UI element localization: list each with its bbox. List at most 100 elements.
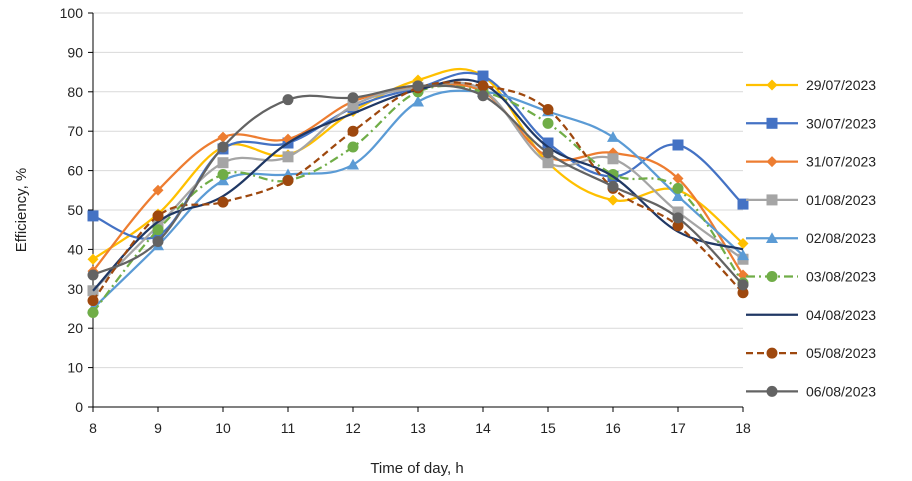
series-line — [92, 84, 744, 314]
data-point — [87, 295, 99, 307]
data-point — [737, 237, 749, 249]
data-point — [542, 157, 554, 169]
data-point — [152, 230, 164, 242]
y-tick-label: 60 — [67, 163, 83, 179]
data-point — [347, 125, 359, 137]
x-tick-label: 15 — [540, 420, 556, 436]
data-point — [347, 92, 359, 104]
legend-label: 30/07/2023 — [806, 115, 876, 131]
data-point — [542, 137, 554, 149]
data-point — [607, 194, 619, 206]
data-point — [672, 220, 684, 232]
legend-item: 30/07/2023 — [746, 115, 876, 131]
x-tick-label: 8 — [89, 420, 97, 436]
data-point — [282, 174, 294, 186]
data-point — [87, 269, 99, 281]
legend-marker — [766, 79, 778, 91]
data-point — [607, 180, 619, 192]
data-point — [477, 90, 489, 102]
data-point — [672, 139, 684, 151]
legend-marker — [766, 194, 778, 206]
legend-label: 01/08/2023 — [806, 192, 876, 208]
legend-label: 04/08/2023 — [806, 307, 876, 323]
legend-marker — [766, 347, 778, 359]
legend-item: 03/08/2023 — [746, 269, 876, 285]
legend-label: 05/08/2023 — [806, 345, 876, 361]
data-point — [217, 169, 229, 181]
legend-label: 29/07/2023 — [806, 77, 876, 93]
data-point — [152, 210, 164, 222]
y-tick-label: 30 — [67, 281, 83, 297]
data-point — [152, 224, 164, 236]
series-line — [92, 83, 744, 276]
y-tick-label: 100 — [60, 5, 84, 21]
legend-item: 31/07/2023 — [746, 154, 876, 170]
legend-marker — [766, 232, 778, 243]
x-tick-label: 13 — [410, 420, 426, 436]
x-tick-label: 10 — [215, 420, 231, 436]
data-point — [282, 94, 294, 106]
legend-marker — [766, 271, 778, 282]
legend-marker — [766, 117, 778, 129]
gridlines — [88, 12, 743, 408]
x-tick-labels: 8 9 10 11 12 13 14 15 16 17 18 — [89, 407, 751, 436]
data-point — [282, 151, 294, 163]
legend-label: 31/07/2023 — [806, 154, 876, 170]
data-point — [347, 158, 359, 170]
data-point — [477, 70, 489, 82]
data-point — [672, 212, 684, 224]
legend-marker — [766, 156, 778, 168]
data-point — [412, 80, 424, 92]
series-4 — [87, 81, 749, 297]
series-8 — [87, 80, 749, 307]
data-point — [542, 104, 554, 116]
x-tick-label: 11 — [281, 420, 296, 436]
legend-item: 01/08/2023 — [746, 192, 876, 208]
data-point — [152, 236, 164, 248]
series-line — [92, 81, 744, 292]
x-tick-label: 17 — [670, 420, 686, 436]
series-line — [92, 78, 744, 292]
data-point — [217, 157, 229, 169]
legend-item: 29/07/2023 — [746, 77, 876, 93]
y-tick-label: 0 — [75, 399, 83, 415]
legend-label: 02/08/2023 — [806, 230, 876, 246]
data-point — [672, 190, 684, 202]
data-point — [217, 131, 229, 143]
series-line — [92, 81, 744, 302]
data-point — [347, 100, 359, 112]
y-tick-label: 90 — [67, 44, 83, 60]
legend-item: 05/08/2023 — [746, 345, 876, 361]
x-tick-label: 16 — [605, 420, 621, 436]
series-line — [92, 84, 744, 286]
legend-item: 02/08/2023 — [746, 230, 876, 246]
data-point — [217, 141, 229, 153]
series-9 — [87, 80, 749, 291]
data-point — [737, 279, 749, 291]
data-point — [737, 269, 749, 281]
data-point — [542, 147, 554, 159]
x-tick-label: 18 — [735, 420, 751, 436]
data-point — [607, 131, 619, 142]
legend-marker — [766, 385, 778, 397]
data-point — [347, 141, 359, 153]
y-tick-label: 50 — [67, 202, 83, 218]
data-point — [87, 210, 99, 222]
data-point — [542, 117, 554, 129]
legend: 29/07/2023 30/07/2023 31/07/2023 01/08/2023… — [746, 77, 876, 399]
data-point — [737, 249, 749, 261]
x-axis-title: Time of day, h — [370, 460, 463, 477]
data-point — [87, 253, 99, 265]
data-point — [672, 172, 684, 184]
data-point — [477, 80, 489, 92]
data-point — [672, 182, 684, 194]
data-point — [672, 206, 684, 218]
data-point — [217, 196, 229, 208]
series-7 — [92, 78, 744, 292]
data-point — [737, 287, 749, 299]
x-tick-label: 12 — [345, 420, 361, 436]
x-tick-label: 9 — [154, 420, 162, 436]
y-tick-label: 70 — [67, 123, 83, 139]
y-tick-labels: 0 10 20 30 40 50 60 70 80 90 100 — [60, 5, 84, 415]
